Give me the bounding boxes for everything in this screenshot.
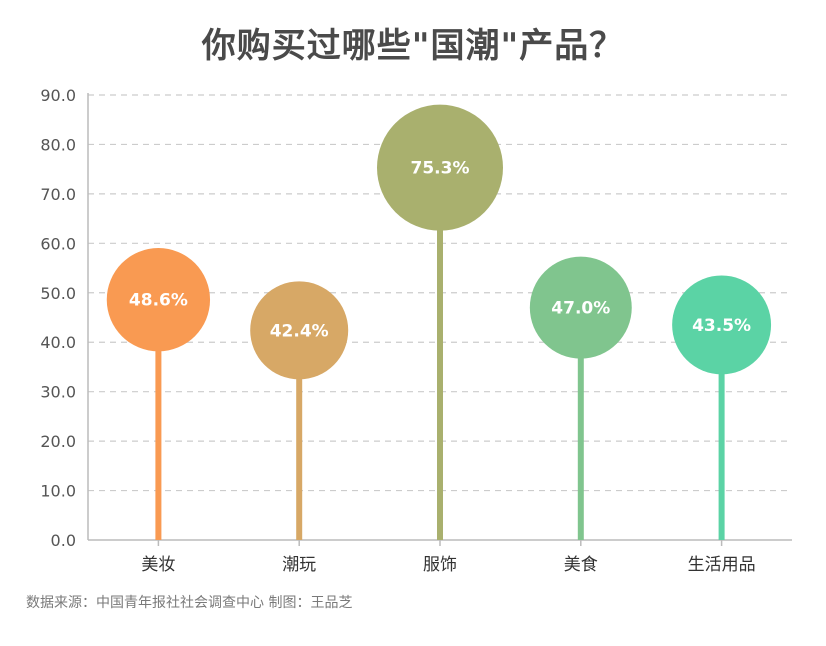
data-label: 48.6% xyxy=(129,291,188,311)
lollipop-bubble xyxy=(529,256,632,359)
y-tick-label: 30.0 xyxy=(40,383,76,402)
y-tick-label: 60.0 xyxy=(40,234,76,253)
data-label: 47.0% xyxy=(551,299,610,319)
lollipop-bubble xyxy=(672,275,772,375)
y-tick-label: 20.0 xyxy=(40,432,76,451)
lollipop-bubble xyxy=(250,281,349,380)
y-tick-label: 90.0 xyxy=(40,86,76,105)
y-tick-label: 70.0 xyxy=(40,185,76,204)
bubbles xyxy=(106,104,772,380)
chart-title: 你购买过哪些"国潮"产品？ xyxy=(201,26,625,66)
y-tick-label: 0.0 xyxy=(51,531,76,550)
data-label: 43.5% xyxy=(692,316,751,336)
y-tick-label: 10.0 xyxy=(40,482,76,501)
y-tick-label: 40.0 xyxy=(40,333,76,352)
data-label: 42.4% xyxy=(270,321,329,341)
x-tick-label: 美食 xyxy=(564,555,598,575)
data-label: 75.3% xyxy=(411,159,470,179)
axes: 0.0 10.0 20.0 30.0 40.0 50.0 60.0 70.0 80.0 90.0 美… xyxy=(40,86,792,575)
x-tick-label: 生活用品 xyxy=(688,555,756,575)
y-tick-label: 80.0 xyxy=(40,135,76,154)
y-tick-label: 50.0 xyxy=(40,284,76,303)
lollipop-bubble xyxy=(106,248,211,352)
labels: 48.6% 42.4% 75.3% 47.0% 43.5% xyxy=(129,159,751,342)
x-tick-label: 美妆 xyxy=(141,555,175,575)
lollipop-bubble xyxy=(377,104,503,231)
x-tick-label: 服饰 xyxy=(423,555,457,575)
x-tick-label: 潮玩 xyxy=(282,555,316,575)
source-note: 数据来源：中国青年报社社会调查中心 制图：王品芝 xyxy=(26,595,353,611)
